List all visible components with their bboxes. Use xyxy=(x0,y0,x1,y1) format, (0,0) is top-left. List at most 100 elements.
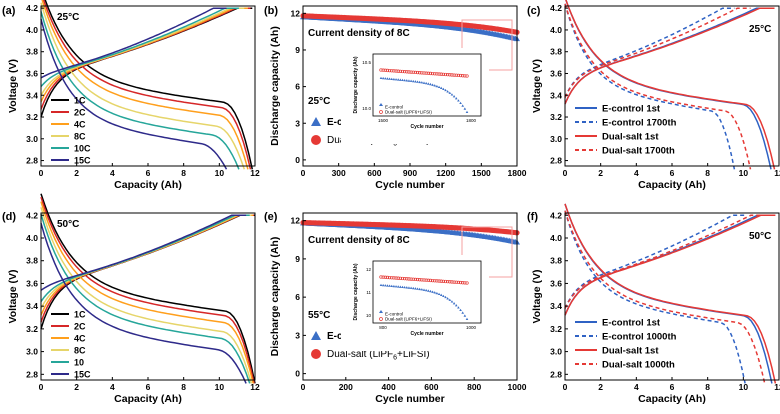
inset-point-dual-salt xyxy=(439,72,443,76)
inset-x-label: Cycle number xyxy=(410,331,443,337)
inset-point-e-control xyxy=(405,79,409,82)
inset-point-e-control xyxy=(416,287,419,290)
inset-legend-marker-e xyxy=(379,103,383,106)
inset-point-e-control xyxy=(457,306,460,309)
x-tick-label: 6 xyxy=(146,168,151,178)
charge-line-Dual-salt 1st xyxy=(564,214,776,316)
x-tick-label: 0 xyxy=(39,382,44,392)
inset-point-dual-salt xyxy=(392,276,396,280)
y-tick-label: 3.8 xyxy=(26,256,38,266)
inset-point-e-control xyxy=(401,78,404,82)
y-axis-label: Discharge capacity (Ah) xyxy=(269,26,281,146)
discharge-line-E-control 1700th xyxy=(564,3,736,170)
temperature-label: 55°C xyxy=(308,310,330,321)
inset-point-dual-salt xyxy=(441,72,446,76)
x-tick-label: 4 xyxy=(634,382,639,392)
inset-point-e-control xyxy=(454,97,458,100)
y-tick-label: 3.0 xyxy=(26,134,38,144)
inset-point-e-control xyxy=(411,79,415,83)
inset-x-label: Cycle number xyxy=(410,124,443,130)
discharge-line-Dual-salt 1000th xyxy=(564,210,766,384)
x-tick-label: 800 xyxy=(467,382,481,392)
inset-point-dual-salt xyxy=(398,69,403,73)
discharge-line-1C xyxy=(44,0,254,170)
x-tick-label: 2 xyxy=(74,382,79,392)
legend-label: 10 xyxy=(74,358,84,368)
inset-point-dual-salt xyxy=(458,280,463,285)
inset-point-e-control xyxy=(392,77,396,81)
inset-point-e-control xyxy=(461,311,464,314)
y-tick-label: 2.8 xyxy=(26,369,38,379)
y-tick-label: 9 xyxy=(295,254,300,264)
discharge-line-10C xyxy=(40,11,240,170)
inset-point-e-control xyxy=(437,292,441,296)
inset-point-dual-salt xyxy=(461,74,465,78)
y-tick-label: 3.2 xyxy=(26,112,38,122)
inset-point-dual-salt xyxy=(437,72,441,76)
inset-point-dual-salt xyxy=(387,275,392,280)
legend-label: 4C xyxy=(74,120,86,130)
x-tick-label: 1000 xyxy=(508,382,527,392)
temperature-label: 50°C xyxy=(749,231,771,242)
inset-point-e-control xyxy=(418,287,421,291)
discharge-line-2C xyxy=(42,0,252,170)
y-tick-label: 4.2 xyxy=(26,3,38,13)
inset-point-dual-salt xyxy=(452,73,456,77)
inset-legend-marker-d xyxy=(379,110,383,114)
inset-point-dual-salt xyxy=(428,278,433,283)
inset-point-dual-salt xyxy=(446,72,450,77)
inset-point-e-control xyxy=(424,288,428,292)
inset-point-e-control xyxy=(435,291,439,295)
panel-c-axes: 0 2 4 6 8 10 12 2.8 3.0 3.2 3.4 3.6 3.8 4.0 4.2 Capacit… xyxy=(527,3,780,191)
inset-point-e-control xyxy=(446,90,449,93)
inset-point-dual-salt xyxy=(420,71,424,75)
charge-line-15C xyxy=(40,7,227,79)
x-axis-label: Capacity (Ah) xyxy=(638,179,706,191)
inset-point-e-control xyxy=(431,83,434,86)
inset-point-e-control xyxy=(433,84,437,87)
y-tick-label: 3.0 xyxy=(550,134,562,144)
inset-point-e-control xyxy=(457,99,460,102)
inset-legend-label-e: E-control xyxy=(385,312,403,317)
discharge-line-15C xyxy=(40,222,247,384)
inset-point-e-control xyxy=(384,284,387,287)
inset-x-tick-label: 1000 xyxy=(466,325,477,330)
inset-point-dual-salt xyxy=(433,279,437,283)
y-tick-label: 3.2 xyxy=(550,112,562,122)
inset-point-e-control xyxy=(454,304,458,307)
inset-point-e-control xyxy=(384,77,387,80)
inset-point-e-control xyxy=(437,85,441,89)
panel-d-axes: 0 2 4 6 8 10 12 2.8 3.0 3.2 3.4 3.6 3.8 4.0 4.2 Capacit… xyxy=(2,210,260,405)
inset-point-e-control xyxy=(379,283,383,286)
inset-e: 800 1000 12 11 10 Cycle number Discharge capac… xyxy=(341,255,489,351)
inset-point-dual-salt xyxy=(441,279,446,284)
inset-point-dual-salt xyxy=(424,278,428,282)
inset-point-dual-salt xyxy=(405,277,409,281)
inset-point-dual-salt xyxy=(452,280,456,284)
x-axis-label: Cycle number xyxy=(375,393,444,405)
inset-point-dual-salt xyxy=(394,276,398,280)
inset-y-tick-label: 11 xyxy=(366,290,371,295)
y-axis-label: Discharge capacity (Ah) xyxy=(269,237,281,357)
x-tick-label: 12 xyxy=(250,382,260,392)
inset-point-e-control xyxy=(405,286,409,289)
panel-f-axes: 0 2 4 6 8 10 12 2.8 3.0 3.2 3.4 3.6 3.8 4.0 4.2 Capacit… xyxy=(527,210,780,405)
inset-point-dual-salt xyxy=(396,69,400,73)
inset-point-e-control xyxy=(450,300,454,303)
inset-point-dual-salt xyxy=(407,277,411,281)
inset-point-dual-salt xyxy=(396,276,400,280)
panel-label: (a) xyxy=(2,5,16,17)
inset-point-e-control xyxy=(390,77,394,81)
inset-point-e-control xyxy=(439,86,443,89)
charge-line-8C xyxy=(40,7,245,96)
inset-point-dual-salt xyxy=(465,74,469,78)
legend-label: Dual-salt 1st xyxy=(602,346,659,357)
inset-point-dual-salt xyxy=(426,278,430,282)
inset-bg xyxy=(341,48,489,144)
inset-x-tick-label: 800 xyxy=(379,325,387,330)
inset-point-dual-salt xyxy=(435,72,439,76)
inset-point-dual-salt xyxy=(463,281,467,285)
y-tick-label: 3.0 xyxy=(550,347,562,357)
plot-frame xyxy=(564,212,780,381)
x-tick-label: 300 xyxy=(332,168,346,178)
